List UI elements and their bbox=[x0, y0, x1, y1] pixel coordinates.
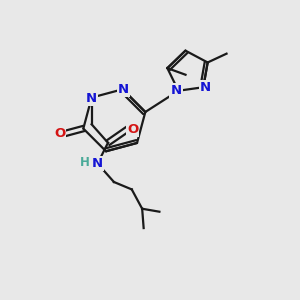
Text: O: O bbox=[127, 123, 138, 136]
Text: N: N bbox=[200, 81, 211, 94]
Text: N: N bbox=[86, 92, 97, 105]
Text: N: N bbox=[92, 157, 103, 170]
Text: N: N bbox=[118, 83, 129, 96]
Text: N: N bbox=[170, 84, 182, 97]
Text: H: H bbox=[80, 157, 90, 169]
Text: O: O bbox=[54, 127, 65, 140]
